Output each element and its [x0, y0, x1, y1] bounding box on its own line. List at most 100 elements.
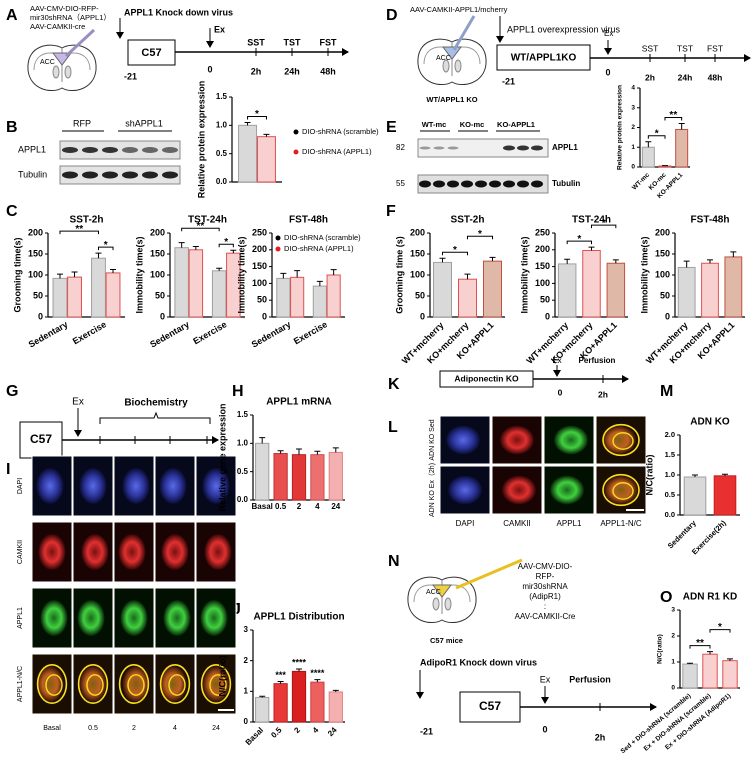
ex-label: Ex [214, 24, 225, 34]
chart-title: SST-2h [70, 215, 104, 226]
error-bar [216, 267, 223, 271]
error-bar [244, 122, 251, 126]
bar [276, 277, 291, 318]
y-tick-label: 0 [420, 311, 425, 321]
y-axis-label: Relative gene expression [217, 403, 227, 511]
blot-band [531, 180, 543, 188]
bar [682, 663, 698, 689]
y-tick-label: 4 [631, 85, 635, 92]
x-tick-label: 0.5 [275, 502, 287, 511]
significance-label: ** [669, 110, 677, 121]
blot-band [102, 171, 118, 179]
error-bar [95, 252, 102, 259]
chart-title: APPL1 mRNA [266, 397, 332, 408]
nc-outline [602, 473, 640, 507]
bar [701, 262, 719, 318]
y-tick-label: 200 [28, 227, 43, 237]
blot-band [489, 180, 501, 188]
timepoint: 48h [320, 66, 336, 76]
cell-body [448, 475, 482, 505]
nc-outline [612, 482, 634, 500]
timepoint: -21 [502, 76, 515, 86]
y-tick-label: 0.0 [237, 495, 249, 504]
ventricle [52, 65, 60, 79]
bar [683, 476, 707, 516]
error-bar [314, 679, 321, 683]
panel-letter: L [388, 419, 398, 436]
mouse-label: WT/APPL1 KO [426, 95, 477, 104]
nc-outline [118, 663, 150, 704]
y-tick-label: 100 [28, 269, 43, 279]
bar [105, 272, 121, 318]
cell-body [77, 600, 105, 636]
error-bar [687, 662, 693, 665]
significance-label: * [655, 128, 659, 139]
x-tick-label: Sedentary [250, 319, 293, 349]
legend-label: DIO-shRNA (scramble) [284, 233, 361, 242]
y-tick-label: 1 [671, 659, 675, 666]
image-col-label: CAMKII [503, 519, 531, 528]
panel-letter: F [386, 203, 396, 220]
error-bar [722, 473, 728, 476]
chart-title: FST-48h [691, 215, 730, 226]
significance-label: * [104, 240, 108, 251]
y-tick-label: 1.5 [237, 410, 249, 419]
bar [256, 136, 276, 183]
significance-label: * [718, 622, 722, 633]
y-tick-label: 1.0 [237, 438, 249, 447]
mouse-strain: C57 [479, 699, 501, 713]
blot-group: RFP [73, 118, 91, 128]
virus-name: : [544, 602, 546, 611]
blot-band [122, 171, 138, 179]
pipette [455, 558, 523, 590]
x-tick-label: 0.5 [269, 725, 284, 740]
y-tick-label: 2 [244, 656, 249, 665]
error-bar [464, 273, 471, 280]
timepoint: 2h [598, 389, 608, 399]
y-tick-label: 0 [160, 311, 165, 321]
image-row-label: CAMKII [17, 540, 24, 564]
blot-band [475, 180, 487, 188]
y-tick-label: 0.5 [665, 490, 675, 499]
y-tick-label: 200 [655, 227, 670, 237]
bar [328, 691, 343, 723]
y-tick-label: 250 [252, 227, 267, 237]
legend-marker [293, 149, 299, 155]
bar [582, 249, 601, 318]
test-label: TST [284, 37, 302, 47]
cell-body [502, 475, 536, 505]
cell-body [122, 666, 150, 702]
ex-label: Ex [540, 674, 551, 684]
y-tick-label: 50 [257, 295, 267, 305]
significance-bracket [59, 230, 99, 235]
y-axis-label: Relative protein expression [196, 81, 206, 199]
nc-outline [159, 663, 191, 704]
pipette [64, 28, 96, 58]
legend-marker [293, 129, 299, 135]
cell-body [36, 468, 64, 504]
blot-group: WT-mc [422, 120, 447, 129]
blot-band [517, 180, 529, 188]
y-tick-label: 0 [38, 311, 43, 321]
error-bar [263, 133, 270, 137]
mouse-strain: Adiponectin KO [454, 373, 519, 383]
chart-title: ADN KO [690, 417, 730, 428]
blot-band [503, 145, 515, 151]
y-axis-label: Grooming time (s) [394, 236, 404, 314]
x-tick-label: Exercise [191, 319, 228, 346]
x-tick-label: 4 [315, 502, 320, 511]
bar [458, 278, 477, 318]
error-bar [316, 280, 323, 287]
bar [724, 256, 743, 318]
error-bar [332, 447, 339, 453]
y-tick-label: 0.0 [665, 510, 675, 519]
blot-band [162, 171, 178, 179]
significance-bracket [566, 240, 592, 245]
legend-label: DIO-shRNA (scramble) [302, 127, 379, 136]
timepoint: 2h [645, 72, 655, 82]
timepoint: 2h [595, 732, 606, 742]
mouse-label: C57 mice [430, 636, 463, 645]
timepoint: 2h [251, 66, 262, 76]
error-bar [683, 260, 690, 268]
